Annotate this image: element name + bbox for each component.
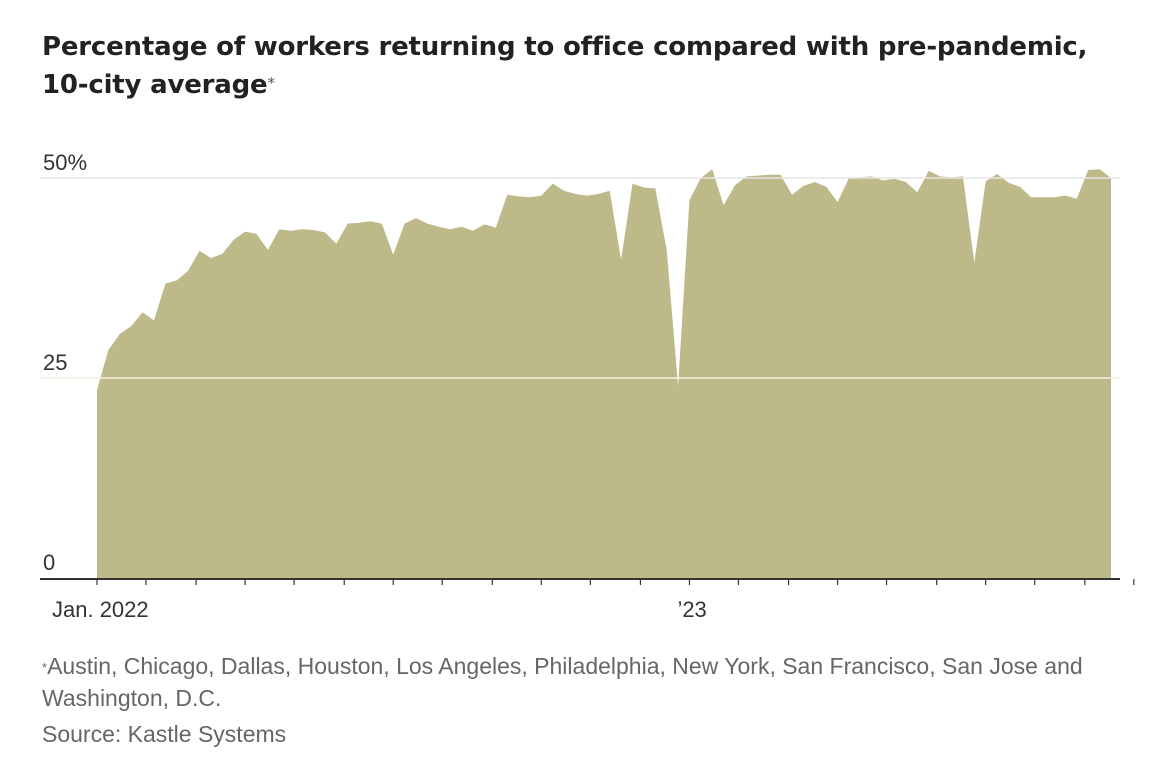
x-axis	[40, 177, 1135, 585]
footnote: *Austin, Chicago, Dallas, Houston, Los A…	[42, 650, 1142, 750]
chart-title: Percentage of workers returning to offic…	[42, 28, 1122, 104]
area-series	[97, 169, 1111, 578]
area-fill	[97, 169, 1111, 578]
axis-labels: 0 25 50% Jan. 2022 ’23	[43, 150, 707, 622]
footnote-text: Austin, Chicago, Dallas, Houston, Los An…	[42, 653, 1083, 711]
footnote-marker: *	[42, 660, 48, 675]
y-tick-label-25: 25	[43, 350, 67, 375]
source-note: Source: Kastle Systems	[42, 721, 287, 747]
chart-title-text: Percentage of workers returning to offic…	[42, 32, 1088, 100]
y-tick-label-0: 0	[43, 550, 55, 575]
x-tick-label-0: Jan. 2022	[52, 597, 149, 622]
y-tick-label-50: 50%	[43, 150, 87, 175]
x-tick-label-1: ’23	[677, 597, 706, 622]
area-chart: 0 25 50% Jan. 2022 ’23	[40, 150, 1135, 622]
title-footnote-marker: *	[267, 74, 275, 92]
